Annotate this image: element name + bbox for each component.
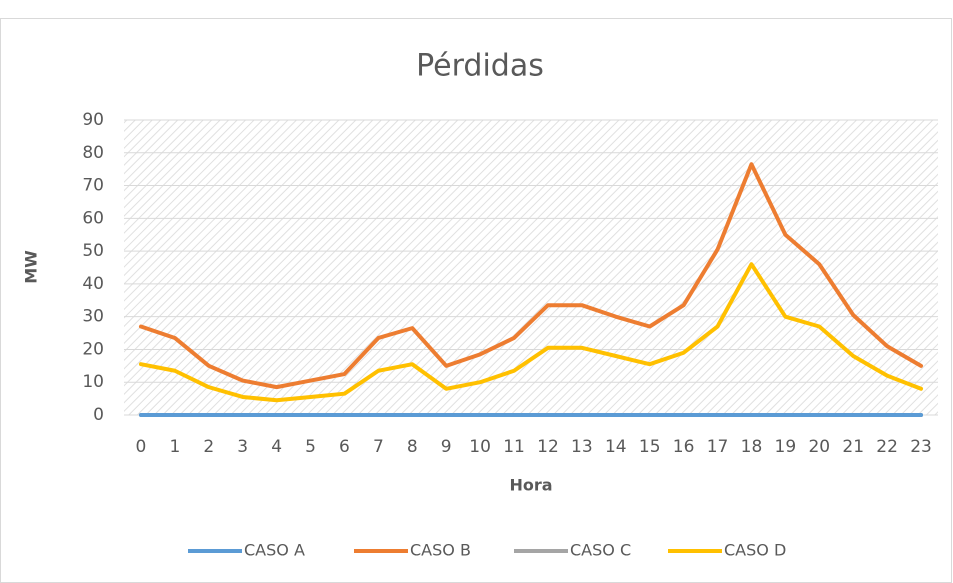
x-tick-label: 7 (373, 437, 384, 457)
y-axis-label: MW (22, 250, 41, 284)
x-tick-label: 16 (673, 437, 695, 457)
y-tick-label: 70 (82, 176, 104, 196)
line-series (138, 162, 924, 390)
plot-area (124, 120, 938, 415)
x-tick-label: 19 (775, 437, 797, 457)
x-tick-label: 8 (407, 437, 418, 457)
x-tick-label: 5 (305, 437, 316, 457)
y-tick-label: 80 (82, 143, 104, 163)
x-tick-label: 9 (441, 437, 452, 457)
chart-title: Pérdidas (416, 49, 544, 84)
y-tick-label: 60 (82, 208, 104, 228)
y-tick-label: 40 (82, 274, 104, 294)
x-tick-label: 2 (203, 437, 214, 457)
x-tick-label: 11 (503, 437, 525, 457)
x-tick-label: 22 (876, 437, 898, 457)
x-tick-label: 21 (842, 437, 864, 457)
x-tick-label: 0 (136, 437, 147, 457)
y-tick-label: 10 (82, 372, 104, 392)
y-tick-label: 0 (93, 405, 104, 425)
legend-label: CASO D (724, 541, 786, 560)
x-tick-label: 20 (808, 437, 830, 457)
line-series (138, 262, 924, 403)
y-tick-label: 20 (82, 339, 104, 359)
legend-label: CASO C (570, 541, 631, 560)
y-tick-label: 50 (82, 241, 104, 261)
y-tick-label: 30 (82, 307, 104, 327)
x-tick-label: 3 (237, 437, 248, 457)
legend-label: CASO B (410, 541, 471, 560)
y-tick-label: 90 (82, 110, 104, 130)
x-tick-label: 12 (537, 437, 559, 457)
x-tick-label: 18 (741, 437, 763, 457)
x-tick-label: 6 (339, 437, 350, 457)
x-tick-label: 13 (571, 437, 593, 457)
x-tick-label: 10 (469, 437, 491, 457)
x-tick-label: 15 (639, 437, 661, 457)
x-tick-label: 1 (169, 437, 180, 457)
x-axis-label: Hora (509, 476, 552, 495)
x-tick-label: 4 (271, 437, 282, 457)
x-tick-label: 14 (605, 437, 627, 457)
legend-label: CASO A (244, 541, 305, 560)
x-tick-label: 23 (910, 437, 932, 457)
x-tick-label: 17 (707, 437, 729, 457)
